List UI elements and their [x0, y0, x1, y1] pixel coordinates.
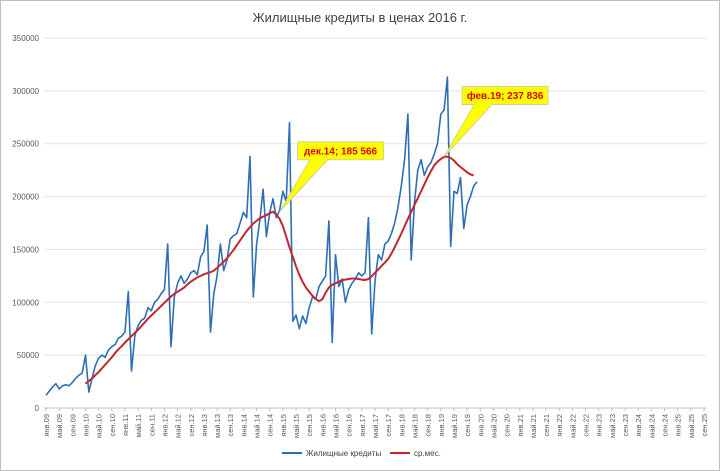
x-tick-label: май.14 — [253, 414, 262, 438]
series-line-housing-loans — [45, 76, 478, 396]
x-tick-label: май.19 — [450, 414, 459, 438]
chart-title: Жилищные кредиты в ценах 2016 г. — [252, 10, 468, 25]
x-tick-label: сен.17 — [384, 414, 393, 437]
x-axis: янв.09 май.09 сен.09 янв.10 май.10 сен.10 янв.… — [42, 408, 709, 438]
gridlines — [44, 37, 706, 409]
y-tick-label: 250000 — [12, 140, 39, 149]
y-tick-label: 300000 — [12, 87, 39, 96]
x-tick-label: сен.20 — [503, 414, 512, 437]
annotations: дек.14; 185 566 фев.19; 237 836 — [279, 86, 549, 213]
x-tick-label: янв.23 — [595, 414, 604, 437]
x-tick-label: сен.25 — [700, 414, 709, 437]
x-tick-label: май.17 — [371, 414, 380, 438]
x-tick-label: янв.10 — [81, 414, 90, 437]
x-tick-label: янв.12 — [160, 414, 169, 437]
y-axis: 0 50000 100000 150000 200000 250000 300000 3500… — [12, 34, 39, 413]
callout-box — [443, 86, 549, 157]
x-tick-label: сен.23 — [621, 414, 630, 437]
x-tick-label: май.20 — [489, 414, 498, 438]
x-tick-label: сен.16 — [345, 414, 354, 437]
x-tick-label: янв.19 — [437, 414, 446, 437]
x-tick-label: май.23 — [608, 414, 617, 438]
x-tick-label: сен.11 — [147, 414, 156, 436]
x-tick-label: сен.14 — [266, 414, 275, 437]
y-tick-label: 100000 — [12, 298, 39, 307]
x-tick-label: сен.10 — [108, 414, 117, 437]
x-tick-label: май.11 — [134, 414, 143, 437]
x-tick-label: май.21 — [529, 414, 538, 438]
callout-label: дек.14; 185 566 — [304, 146, 378, 157]
x-tick-label: май.15 — [292, 414, 301, 438]
y-tick-label: 50000 — [17, 351, 40, 360]
legend-label: Жилищные кредиты — [306, 449, 381, 458]
x-tick-label: янв.25 — [674, 414, 683, 437]
x-tick-label: янв.09 — [42, 414, 51, 437]
y-tick-label: 350000 — [12, 34, 39, 43]
x-tick-label: май.09 — [55, 414, 64, 438]
legend-label: ср.мес. — [414, 449, 441, 458]
x-tick-label: май.13 — [213, 414, 222, 438]
y-tick-label: 200000 — [12, 193, 39, 202]
x-tick-label: май.16 — [332, 414, 341, 438]
x-tick-label: сен.19 — [463, 414, 472, 437]
x-tick-label: сен.15 — [305, 414, 314, 437]
x-tick-label: май.24 — [647, 414, 656, 438]
x-tick-label: янв.21 — [516, 414, 525, 437]
legend: Жилищные кредиты ср.мес. — [282, 449, 441, 458]
series-layer — [45, 76, 478, 396]
y-tick-label: 0 — [35, 404, 40, 413]
x-tick-label: сен.18 — [424, 414, 433, 437]
x-tick-label: сен.22 — [582, 414, 591, 437]
x-tick-label: янв.22 — [555, 414, 564, 437]
x-tick-label: сен.12 — [187, 414, 196, 437]
callout-label: фев.19; 237 836 — [467, 90, 544, 102]
x-tick-label: сен.09 — [68, 414, 77, 437]
x-tick-label: янв.16 — [318, 414, 327, 437]
x-tick-label: май.25 — [687, 414, 696, 438]
x-tick-label: янв.18 — [397, 414, 406, 437]
x-tick-label: янв.13 — [200, 414, 209, 437]
y-tick-label: 150000 — [12, 245, 39, 254]
x-tick-label: янв.20 — [476, 414, 485, 437]
x-tick-label: сен.21 — [542, 414, 551, 437]
x-tick-label: янв.14 — [239, 414, 248, 437]
callout-box — [279, 141, 384, 213]
x-tick-label: май.18 — [410, 414, 419, 438]
x-tick-label: сен.13 — [226, 414, 235, 437]
x-tick-label: май.12 — [174, 414, 183, 438]
x-tick-label: янв.24 — [634, 414, 643, 437]
x-tick-label: май.22 — [568, 414, 577, 438]
x-tick-label: май.10 — [95, 414, 104, 438]
x-tick-label: янв.17 — [358, 414, 367, 437]
series-line-moving-average — [84, 155, 474, 385]
x-tick-label: янв.15 — [279, 414, 288, 437]
x-tick-label: янв.11 — [121, 414, 130, 436]
x-tick-label: сен.24 — [661, 414, 670, 437]
